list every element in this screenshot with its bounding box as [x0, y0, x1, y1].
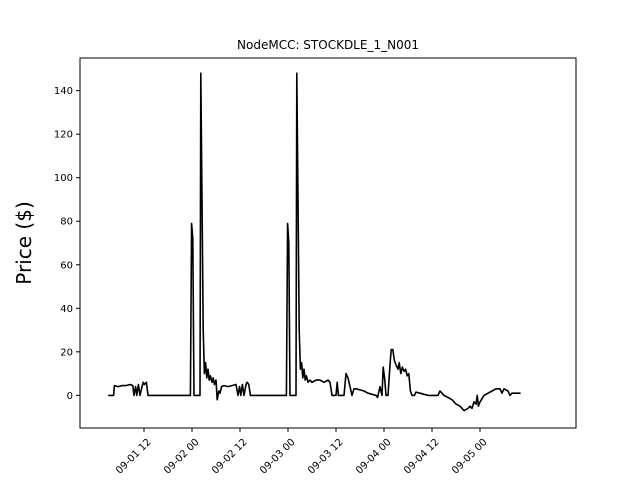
y-tick-label: 140 — [54, 86, 73, 97]
y-tick-label: 20 — [60, 347, 73, 358]
y-axis: 0 20 40 60 80 100 120 140 — [54, 86, 80, 402]
y-tick-label: 100 — [54, 173, 73, 184]
y-tick-label: 0 — [67, 391, 73, 402]
plot-frame — [79, 57, 577, 429]
y-tick-label: 80 — [60, 217, 73, 228]
y-tick-label: 120 — [54, 130, 73, 141]
y-tick-label: 60 — [60, 260, 73, 271]
y-tick-label: 40 — [60, 304, 73, 315]
plot-layer — [108, 72, 521, 412]
y-axis-label: Price ($) — [12, 201, 36, 284]
series-line-1 — [108, 72, 521, 412]
chart-title: NodeMCC: STOCKDLE_1_N001 — [237, 38, 419, 52]
